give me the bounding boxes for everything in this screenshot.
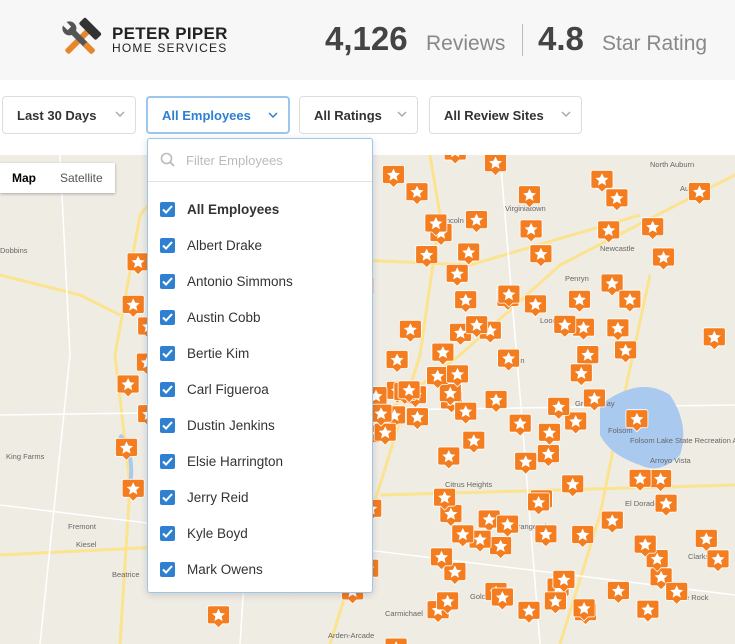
employee-option[interactable]: Jerry Reid — [160, 487, 249, 507]
filter-button[interactable]: All Ratings — [299, 96, 418, 134]
place-label: Carmichael — [385, 609, 423, 618]
checkbox[interactable] — [160, 201, 175, 217]
employee-name: Austin Cobb — [187, 309, 261, 325]
employee-name: Mark Owens — [187, 561, 263, 577]
place-label: Arroyo Vista — [650, 456, 692, 465]
filter-label: All Review Sites — [444, 107, 544, 123]
employee-option[interactable]: Austin Cobb — [160, 307, 261, 327]
place-label: Newcastle — [600, 244, 635, 253]
place-label: Lincoln — [440, 216, 464, 225]
search-box[interactable]: Filter Employees — [148, 139, 372, 182]
place-label: Arden-Arcade — [328, 631, 374, 640]
map-type-toggle: Map Satellite — [0, 163, 115, 193]
header: PETER PIPER HOME SERVICES 4,126 Reviews … — [0, 0, 735, 81]
employee-name: Dustin Jenkins — [187, 417, 275, 433]
place-label: Loomis — [540, 316, 564, 325]
checkbox[interactable] — [160, 237, 175, 253]
brand-subtitle: HOME SERVICES — [112, 41, 228, 55]
place-label: Virginiatown — [505, 204, 546, 213]
employee-option[interactable]: Kyle Boyd — [160, 523, 248, 543]
checkbox[interactable] — [160, 417, 175, 433]
employee-option[interactable]: Elsie Harrington — [160, 451, 283, 471]
place-label: King Farms — [6, 452, 45, 461]
review-count: 4,126 — [325, 20, 408, 57]
place-label: White Rock — [670, 593, 709, 602]
employee-option[interactable]: Carl Figueroa — [160, 379, 269, 399]
employee-name: Carl Figueroa — [187, 381, 269, 397]
employee-option[interactable]: All Employees — [160, 199, 279, 219]
filter-button[interactable]: Last 30 Days — [2, 96, 136, 134]
map-toggle-satellite[interactable]: Satellite — [60, 171, 103, 185]
employee-option[interactable]: Dustin Jenkins — [160, 415, 275, 435]
checkbox[interactable] — [160, 525, 175, 541]
logo-icon — [62, 17, 102, 54]
review-marker[interactable] — [384, 637, 408, 644]
rating-label: Star Rating — [602, 32, 708, 55]
brand-name: PETER PIPER — [112, 24, 228, 43]
checkbox[interactable] — [160, 273, 175, 289]
place-label: El Dorado Hills — [625, 499, 675, 508]
place-label: Beatrice — [112, 570, 140, 579]
employee-name: All Employees — [187, 201, 280, 217]
rating: 4.8 — [538, 20, 584, 57]
place-label: Folsom — [608, 426, 633, 435]
filter-label: All Ratings — [314, 107, 382, 123]
employee-option[interactable]: Mark Owens — [160, 559, 263, 579]
place-label: Orangevale — [512, 522, 551, 531]
place-label: Fremont — [68, 522, 97, 531]
place-label: Folsom Lake State Recreation Area — [630, 436, 735, 445]
checkbox[interactable] — [160, 381, 175, 397]
filter-label: All Employees — [162, 107, 251, 123]
place-label: Clarksville — [688, 552, 722, 561]
divider — [522, 24, 523, 56]
employee-name: Bertie Kim — [187, 345, 250, 361]
place-label: Citrus Heights — [445, 480, 492, 489]
checkbox[interactable] — [160, 561, 175, 577]
search-placeholder: Filter Employees — [186, 153, 283, 168]
filter-button[interactable]: All Employees — [146, 96, 290, 134]
employee-option[interactable]: Antonio Simmons — [160, 271, 293, 291]
place-label: Dobbins — [0, 246, 28, 255]
employee-dropdown: Filter Employees All Employees Albert Dra… — [147, 138, 373, 593]
place-label: Penryn — [565, 274, 589, 283]
checkbox[interactable] — [160, 309, 175, 325]
search-icon — [160, 152, 175, 167]
checkbox[interactable] — [160, 453, 175, 469]
filter-label: Last 30 Days — [17, 107, 97, 123]
employee-name: Jerry Reid — [187, 489, 249, 505]
filter-button[interactable]: All Review Sites — [429, 96, 582, 134]
place-label: North Auburn — [650, 160, 694, 169]
map-toggle-map[interactable]: Map — [12, 171, 36, 185]
review-label: Reviews — [426, 32, 506, 55]
checkbox[interactable] — [160, 345, 175, 361]
place-label: Kiesel — [76, 540, 97, 549]
employee-name: Elsie Harrington — [187, 453, 284, 469]
employee-option[interactable]: Bertie Kim — [160, 343, 249, 363]
employee-name: Albert Drake — [187, 237, 263, 253]
employee-name: Antonio Simmons — [187, 273, 293, 289]
employee-option[interactable]: Albert Drake — [160, 235, 262, 255]
employee-name: Kyle Boyd — [187, 525, 248, 541]
checkbox[interactable] — [160, 489, 175, 505]
